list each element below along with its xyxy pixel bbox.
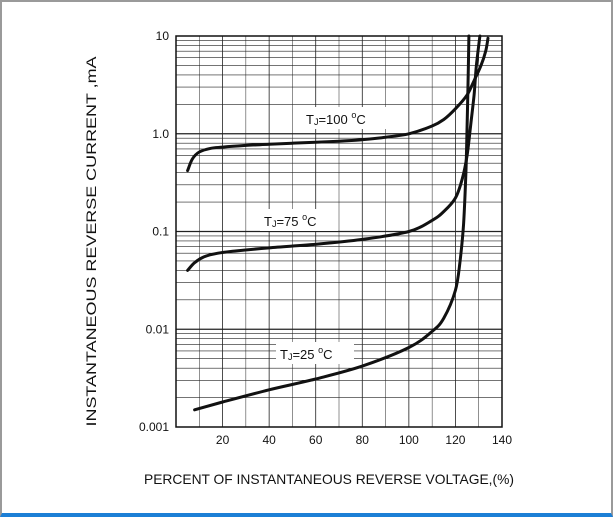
x-tick-label: 60 — [309, 433, 323, 447]
curve-series-1 — [186, 36, 490, 173]
y-tick-label: 0.001 — [139, 420, 169, 434]
curve-label-text: TJ=100 oC — [306, 110, 366, 127]
curve-label-rest: =100 — [318, 112, 351, 127]
curve-label-unit: C — [323, 347, 332, 362]
curve-label-rest: =75 — [276, 214, 302, 229]
curve-label-main: T — [280, 347, 288, 362]
curve-label-text: TJ=75 oC — [264, 212, 317, 229]
curve-label-deg: o — [318, 345, 323, 355]
curve-label-main: T — [306, 112, 314, 127]
x-tick-label: 140 — [492, 433, 512, 447]
curve-label-2: TJ=75 oC — [260, 209, 338, 231]
curve-label-sub: J — [314, 117, 319, 127]
y-tick-label: 0.1 — [152, 225, 169, 239]
curve-label-sub: J — [288, 352, 293, 362]
x-tick-label: 120 — [445, 433, 465, 447]
curve-label-1: TJ=100 oC — [302, 107, 386, 129]
y-tick-label: 10 — [156, 29, 170, 43]
x-tick-label: 40 — [262, 433, 276, 447]
x-tick-label: 80 — [356, 433, 370, 447]
y-tick-label: 1.0 — [152, 127, 169, 141]
curves — [186, 34, 490, 412]
x-axis-label: PERCENT OF INSTANTANEOUS REVERSE VOLTAGE… — [144, 471, 514, 487]
curve-label-unit: C — [356, 112, 365, 127]
curve-label-bg — [276, 342, 354, 364]
curve-label-unit: C — [307, 214, 316, 229]
y-axis-label: INSTANTANEOUS REVERSE CURRENT ,mA — [83, 56, 99, 427]
x-tick-label: 100 — [399, 433, 419, 447]
curve-label-rest: =25 — [292, 347, 318, 362]
curve-series-2 — [186, 34, 482, 272]
curve-label-sub: J — [272, 219, 277, 229]
curve-label-main: T — [264, 214, 272, 229]
x-tick-label: 20 — [216, 433, 230, 447]
tick-labels: 20 40 60 80 100 120 140 0.001 0.01 0.1 1.0 10 — [139, 29, 512, 447]
curve-label-3: TJ=25 oC — [276, 342, 354, 364]
curve-label-bg — [302, 107, 386, 129]
curve-label-bg — [260, 209, 338, 231]
plot-border — [175, 35, 503, 428]
grid — [176, 36, 502, 427]
curve-label-deg: o — [302, 212, 307, 222]
y-tick-label: 0.01 — [146, 322, 170, 336]
curve-series-3 — [193, 34, 471, 412]
curve-label-text: TJ=25 oC — [280, 345, 333, 362]
curve-label-deg: o — [351, 110, 356, 120]
